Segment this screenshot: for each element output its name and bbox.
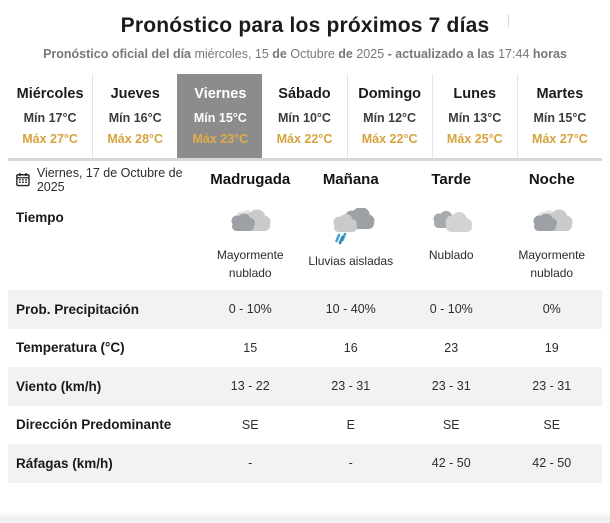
weather-cell-madrugada: Mayormente nublado <box>200 198 301 282</box>
cell-value: 23 <box>444 340 459 355</box>
cell-value: 13 - 22 <box>230 379 270 394</box>
row-label: Viento (km/h) <box>16 378 102 394</box>
table-row-rafagas: Ráfagas (km/h) - - 42 - 50 42 - 50 <box>8 444 602 483</box>
column-header-manana: Mañana <box>322 171 379 188</box>
cell-value: 42 - 50 <box>431 456 471 471</box>
weather-cell-tarde: Nublado <box>401 198 502 264</box>
page-title: Pronóstico para los próximos 7 días <box>120 14 490 37</box>
day-name: Sábado <box>278 86 331 102</box>
cell-value: 42 - 50 <box>532 456 572 471</box>
day-max-temp: Máx 25°C <box>446 132 503 146</box>
page-subtitle: Pronóstico oficial del día miércoles, 15… <box>43 47 567 61</box>
day-min-temp: Mín 10°C <box>278 111 331 125</box>
detail-header-row: Viernes, 17 de Octubre de 2025 Madrugada… <box>8 161 602 198</box>
weather-cell-noche: Mayormente nublado <box>502 198 603 282</box>
day-min-temp: Mín 13°C <box>448 111 502 125</box>
column-header-noche: Noche <box>528 171 575 188</box>
day-max-temp: Máx 27°C <box>22 132 78 146</box>
day-strip-underline <box>8 158 602 161</box>
weather-caption: Mayormente nublado <box>216 248 284 280</box>
cloudy-icon <box>433 211 473 232</box>
cell-value: 10 - 40% <box>325 302 376 317</box>
table-row-temperatura: Temperatura (°C) 15 16 23 19 <box>8 329 602 368</box>
day-strip: Miércoles Mín 17°C Máx 27°C Jueves Mín 1… <box>8 74 602 158</box>
table-row-viento: Viento (km/h) 13 - 22 23 - 31 23 - 31 23… <box>8 367 602 406</box>
day-name: Jueves <box>110 86 160 102</box>
day-max-temp: Máx 28°C <box>107 132 164 146</box>
cell-value: 23 - 31 <box>532 379 572 394</box>
day-card-lunes[interactable]: Lunes Mín 13°C Máx 25°C <box>431 74 517 158</box>
weather-caption: Lluvias aisladas <box>308 254 394 268</box>
cell-value: 0 - 10% <box>228 302 272 317</box>
day-max-temp: Máx 22°C <box>361 132 418 146</box>
day-max-temp: Máx 27°C <box>532 132 588 146</box>
top-edge-divider <box>508 14 509 27</box>
day-name: Domingo <box>358 86 422 102</box>
table-row-direccion: Dirección Predominante SE E SE SE <box>8 406 602 445</box>
weather-caption: Mayormente nublado <box>518 248 586 280</box>
table-row-precipitacion: Prob. Precipitación 0 - 10% 10 - 40% 0 -… <box>8 290 602 329</box>
mostly-cloudy-icon <box>533 209 573 231</box>
day-card-domingo[interactable]: Domingo Mín 12°C Máx 22°C <box>346 74 432 158</box>
day-min-temp: Mín 15°C <box>193 111 247 125</box>
weather-cell-manana: Lluvias aisladas <box>301 198 402 270</box>
cell-value: 16 <box>343 340 358 355</box>
weather-caption: Nublado <box>428 248 474 262</box>
row-label: Ráfagas (km/h) <box>16 455 113 471</box>
selected-date-label: Viernes, 17 de Octubre de 2025 <box>36 165 183 194</box>
column-header-madrugada: Madrugada <box>210 171 291 188</box>
day-card-martes[interactable]: Martes Mín 15°C Máx 27°C <box>516 74 602 158</box>
day-name: Lunes <box>453 86 497 102</box>
day-min-temp: Mín 17°C <box>23 111 77 125</box>
day-name: Martes <box>536 86 584 102</box>
cell-value: - <box>248 456 253 471</box>
day-max-temp: Máx 22°C <box>276 132 333 146</box>
day-min-temp: Mín 16°C <box>108 111 162 125</box>
row-label: Prob. Precipitación <box>16 301 140 317</box>
cell-value: 0 - 10% <box>429 302 473 317</box>
day-card-jueves[interactable]: Jueves Mín 16°C Máx 28°C <box>92 74 178 158</box>
row-label-tiempo: Tiempo <box>16 210 64 225</box>
day-card-viernes-selected[interactable]: Viernes Mín 15°C Máx 23°C <box>177 74 263 158</box>
row-label: Temperatura (°C) <box>16 340 125 356</box>
bottom-fade <box>0 511 610 523</box>
cell-value: - <box>348 456 353 471</box>
cell-value: 23 - 31 <box>431 379 471 394</box>
cell-value: E <box>346 417 355 432</box>
day-card-sabado[interactable]: Sábado Mín 10°C Máx 22°C <box>262 74 347 158</box>
day-name: Viernes <box>194 86 247 102</box>
cell-value: 23 - 31 <box>331 379 371 394</box>
selected-date: Viernes, 17 de Octubre de 2025 <box>8 166 200 194</box>
row-label: Dirección Predominante <box>16 417 172 433</box>
cell-value: 15 <box>243 340 258 355</box>
cell-value: 0% <box>542 302 561 317</box>
day-card-miercoles[interactable]: Miércoles Mín 17°C Máx 27°C <box>8 74 93 158</box>
day-max-temp: Máx 23°C <box>192 132 249 146</box>
weather-row: Tiempo Mayormente nublado <box>8 198 602 290</box>
mostly-cloudy-icon <box>231 209 271 231</box>
calendar-icon <box>16 173 30 187</box>
day-name: Miércoles <box>16 86 84 102</box>
day-min-temp: Mín 12°C <box>363 111 417 125</box>
cell-value: 19 <box>544 340 559 355</box>
column-header-tarde: Tarde <box>431 171 472 188</box>
cell-value: SE <box>241 417 259 432</box>
cell-value: SE <box>442 417 460 432</box>
day-min-temp: Mín 15°C <box>533 111 587 125</box>
cell-value: SE <box>543 417 561 432</box>
isolated-showers-icon <box>333 208 375 245</box>
